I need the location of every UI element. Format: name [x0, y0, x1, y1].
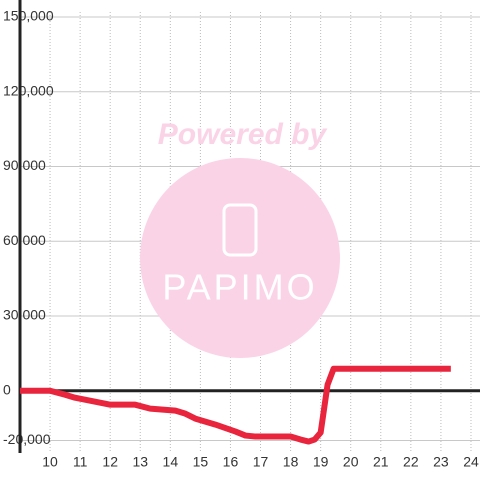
- x-tick-label: 11: [73, 454, 88, 470]
- watermark-phone: [222, 203, 258, 257]
- x-tick-label: 24: [463, 454, 479, 470]
- x-tick-label: 20: [343, 454, 359, 470]
- watermark-top: Powered by: [158, 118, 328, 151]
- watermark: Powered by PAPIMO: [140, 118, 340, 358]
- y-tick-label: 0: [3, 381, 11, 397]
- watermark-circle: [140, 158, 340, 358]
- y-tick-label: 150,000: [3, 8, 54, 24]
- x-tick-label: 10: [42, 454, 58, 470]
- line-series: [20, 365, 451, 445]
- x-tick-label: 21: [373, 454, 389, 470]
- y-tick-label: 30,000: [3, 307, 46, 323]
- x-tick-label: 23: [433, 454, 449, 470]
- y-tick-label: 120,000: [3, 82, 54, 98]
- x-tick-label: 19: [313, 454, 329, 470]
- x-tick-label: 18: [283, 454, 299, 470]
- y-tick-label: 60,000: [3, 232, 46, 248]
- x-tick-label: 14: [163, 454, 179, 470]
- x-tick-label: 13: [132, 454, 148, 470]
- x-tick-label: 12: [102, 454, 118, 470]
- x-tick-label: 22: [403, 454, 419, 470]
- watermark-bottom: PAPIMO: [162, 267, 317, 308]
- x-tick-label: 16: [223, 454, 239, 470]
- x-tick-label: 17: [253, 454, 269, 470]
- x-tick-label: 15: [193, 454, 209, 470]
- y-tick-label: -20,000: [3, 431, 51, 447]
- y-tick-label: 90,000: [3, 157, 46, 173]
